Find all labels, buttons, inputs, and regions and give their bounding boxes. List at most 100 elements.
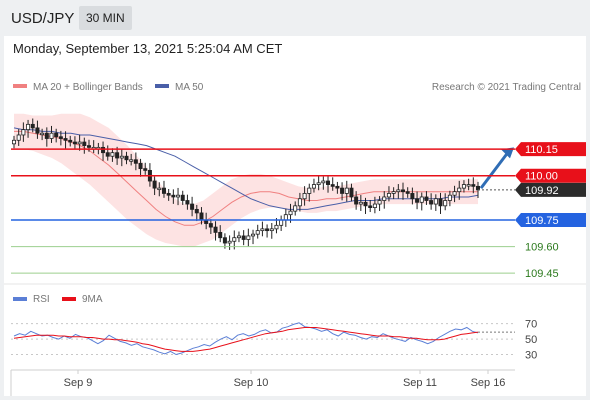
last-price-tag [515,182,586,197]
level-tag-resistance [515,142,586,157]
candle-body [152,180,157,189]
candle-body [401,189,406,193]
candle-body [246,235,251,240]
candle-body [424,196,429,201]
ma20-legend-swatch [13,84,27,88]
rsi-ma-line [13,327,479,352]
bollinger-band [14,113,478,247]
candle-body [429,200,434,205]
candle-body [466,184,471,187]
candle-body [438,198,443,207]
candle-body [340,187,345,194]
candle-body [227,240,232,244]
candle-body [166,193,171,196]
candle-body [63,138,68,141]
candle-body [190,203,195,210]
candle-body [255,230,260,235]
candle-body [302,193,307,200]
candle-body [82,141,87,147]
candle-body [129,159,134,162]
ma50-legend-label: MA 50 [175,82,204,93]
candle-body [457,187,462,193]
level-tag-resistance [515,168,586,183]
candle-body [115,152,120,159]
candle-body [321,180,326,184]
candle-body [119,155,124,159]
candle-body [372,203,377,209]
candle-body [415,198,420,203]
candle-body [269,228,274,232]
candle-body [77,141,82,145]
rsi-ma-legend-swatch [62,297,76,301]
candle-body [335,185,340,189]
candle-body [54,132,59,138]
level-label-target: 109.60 [525,242,559,254]
candle-body [279,219,284,226]
candle-body [133,159,138,164]
ma50-legend-swatch [155,84,169,88]
chart-datetime: Monday, September 13, 2021 5:25:04 AM CE… [13,41,283,56]
candle-body [30,123,35,129]
candle-body [316,182,321,185]
candle-body [26,123,31,131]
candle-body [452,191,457,196]
candle-body [368,205,373,208]
candle-body [171,194,176,198]
candle-body [447,194,452,201]
x-axis-label: Sep 11 [403,377,437,389]
candle-body [143,168,148,171]
candle-body [101,146,106,154]
candle-body [35,127,40,134]
level-label-support: 109.75 [525,215,559,227]
level-label-resistance: 110.00 [525,171,558,183]
rsi-ma-legend-label: 9MA [82,294,103,305]
candle-body [283,214,288,221]
rsi-legend-swatch [13,297,27,301]
x-axis-label: Sep 10 [234,377,269,389]
candle-body [307,187,312,194]
last-price-label: 109.92 [525,185,559,197]
candle-body [358,201,363,205]
candle-body [433,198,438,205]
timeframe-button[interactable]: 30 MIN [79,6,132,30]
rsi-tick-label: 30 [525,350,537,362]
candle-body [44,132,49,139]
candle-body [419,196,424,203]
candle-body [391,191,396,194]
candle-body [157,187,162,191]
candle-body [260,228,265,232]
candle-body [124,155,129,161]
price-layer [11,113,514,250]
candle-body [68,139,73,143]
candle-body [475,185,480,191]
candle-body [208,223,213,228]
rsi-layer: 70 50 30 [11,319,537,362]
candle-body [40,132,45,136]
candle-body [461,184,466,189]
candle-body [110,152,115,157]
candle-body [265,228,270,232]
chart-panel [4,36,586,396]
rsi-legend-label: RSI [33,294,50,305]
ma50-line [13,127,479,210]
candle-body [443,200,448,207]
level-label-target: 109.45 [525,268,559,280]
candle-body [251,233,256,237]
candle-body [377,200,382,205]
candle-body [354,196,359,205]
candle-body [232,237,237,242]
candle-body [16,134,21,141]
candle-body [49,132,54,139]
candle-body [293,205,298,212]
candle-body [236,235,241,239]
candle-body [138,162,143,170]
candle-body [161,187,166,194]
candle-body [105,152,110,157]
ma20-line [14,130,478,226]
candle-body [176,194,181,198]
candle-body [72,141,77,145]
candle-body [326,180,331,185]
candle-body [405,191,410,194]
candle-body [199,212,204,221]
candle-body [218,231,223,239]
